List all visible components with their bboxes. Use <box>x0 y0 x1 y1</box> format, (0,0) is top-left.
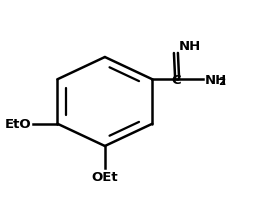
Text: OEt: OEt <box>92 170 118 183</box>
Text: NH: NH <box>179 40 201 53</box>
Text: EtO: EtO <box>5 118 31 131</box>
Text: C: C <box>171 73 181 86</box>
Text: 2: 2 <box>218 76 225 86</box>
Text: NH: NH <box>205 73 227 86</box>
